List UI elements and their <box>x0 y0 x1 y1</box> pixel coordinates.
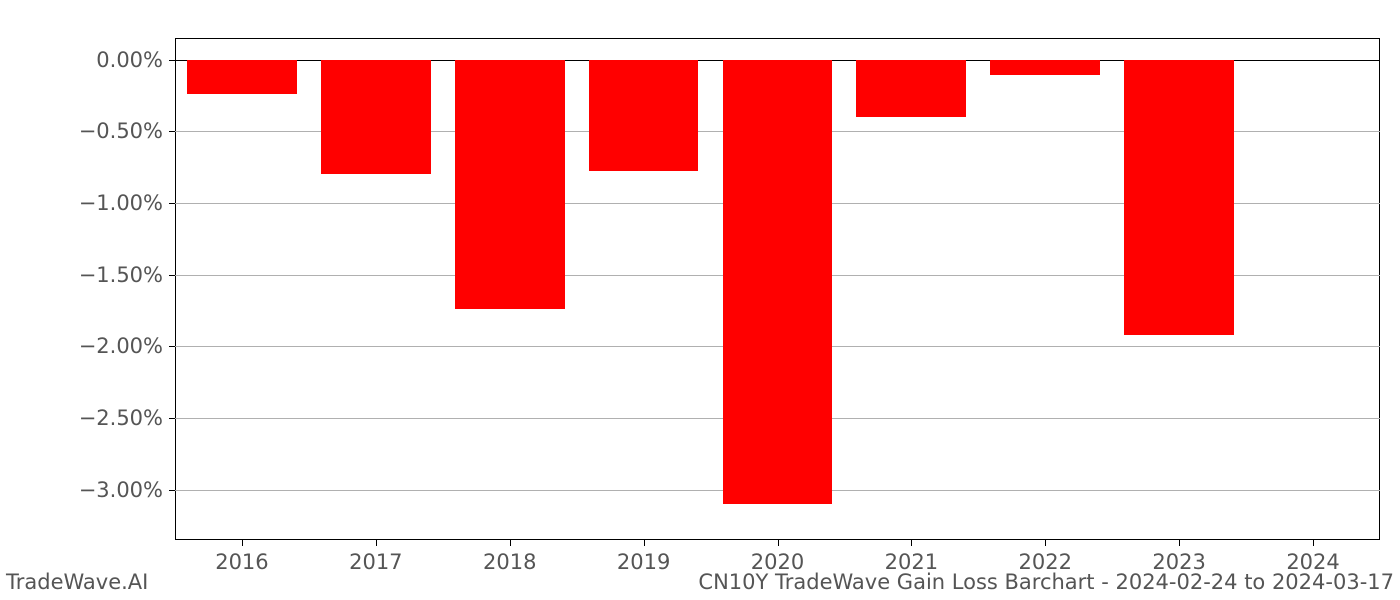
ytick-label: −2.00% <box>79 334 163 358</box>
xtick-mark <box>1045 540 1046 546</box>
footer-brand: TradeWave.AI <box>6 570 148 594</box>
xtick-mark <box>1179 540 1180 546</box>
bar <box>321 60 431 175</box>
ytick-label: −1.50% <box>79 263 163 287</box>
xtick-mark <box>510 540 511 546</box>
ytick-mark <box>169 490 175 491</box>
xtick-mark <box>1313 540 1314 546</box>
gain-loss-barchart: −3.00% −2.50% −2.00% −1.50% −1.00% −0.50% 0.00… <box>0 0 1400 600</box>
xtick-label: 2017 <box>349 550 402 574</box>
ytick-label: −2.50% <box>79 406 163 430</box>
ytick-label: −1.00% <box>79 191 163 215</box>
bar <box>990 60 1100 76</box>
xtick-label: 2019 <box>617 550 670 574</box>
xtick-mark <box>778 540 779 546</box>
footer-caption: CN10Y TradeWave Gain Loss Barchart - 202… <box>698 570 1394 594</box>
ytick-mark <box>169 60 175 61</box>
bar <box>1124 60 1234 335</box>
xtick-mark <box>911 540 912 546</box>
ytick-mark <box>169 203 175 204</box>
ytick-mark <box>169 418 175 419</box>
bar <box>187 60 297 94</box>
xtick-mark <box>376 540 377 546</box>
xtick-mark <box>644 540 645 546</box>
xtick-label: 2016 <box>215 550 268 574</box>
bar <box>723 60 833 505</box>
ytick-label: −0.50% <box>79 119 163 143</box>
ytick-label: 0.00% <box>96 48 163 72</box>
ytick-mark <box>169 346 175 347</box>
xtick-label: 2018 <box>483 550 536 574</box>
ytick-mark <box>169 131 175 132</box>
bar <box>589 60 699 172</box>
bar <box>856 60 966 117</box>
xtick-mark <box>242 540 243 546</box>
bar <box>455 60 565 310</box>
ytick-label: −3.00% <box>79 478 163 502</box>
ytick-mark <box>169 275 175 276</box>
